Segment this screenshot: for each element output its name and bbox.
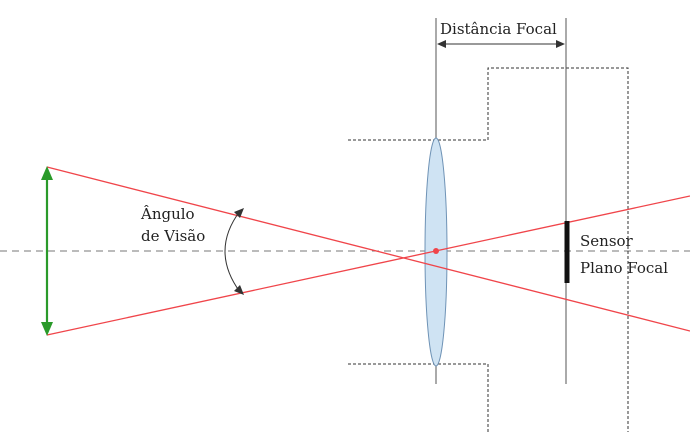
angle-label-line1: Ângulo bbox=[140, 205, 195, 223]
angle-arc-arrowhead-bottom bbox=[234, 285, 244, 295]
angle-arc-arrowhead-top bbox=[234, 208, 244, 218]
camera-body-top-outline bbox=[348, 67, 629, 432]
sensor-label-line1: Sensor bbox=[580, 232, 634, 250]
sensor-label-line2: Plano Focal bbox=[580, 259, 668, 277]
object-arrowhead-bottom bbox=[41, 322, 53, 336]
focal-distance-arrowhead-left bbox=[437, 40, 446, 48]
object-arrowhead-top bbox=[41, 166, 53, 180]
angle-label-line2: de Visão bbox=[141, 227, 205, 245]
focal-distance-arrowhead-right bbox=[556, 40, 565, 48]
angle-arc bbox=[224, 210, 241, 293]
ray-top bbox=[46, 166, 690, 332]
ray-bottom bbox=[46, 195, 690, 336]
camera-body-bottom-outline bbox=[348, 363, 489, 432]
focal-distance-label: Distância Focal bbox=[440, 20, 557, 38]
